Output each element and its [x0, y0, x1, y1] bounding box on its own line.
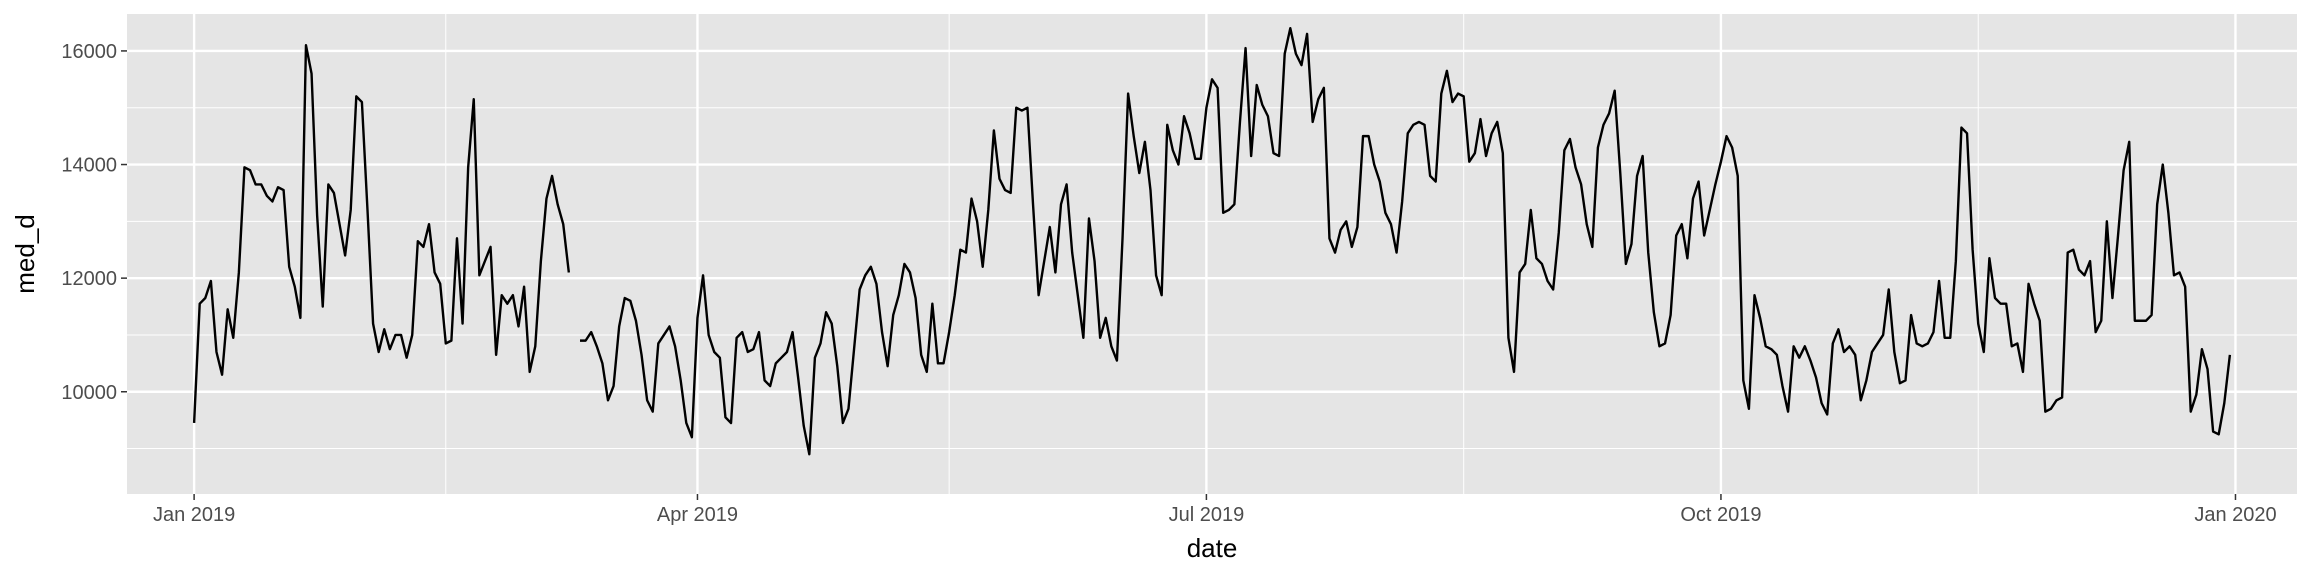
minor-gridlines [127, 14, 2297, 494]
x-axis: Jan 2019 Apr 2019 Jul 2019 Oct 2019 Jan 2020 [153, 494, 2277, 526]
x-tick-label: Jan 2019 [153, 504, 235, 526]
plot-panel [127, 14, 2297, 494]
series-line-segment [580, 27, 2232, 456]
x-axis-title: date [1187, 533, 1238, 563]
y-tick-label: 16000 [61, 41, 117, 63]
series-lines [192, 27, 2232, 456]
x-tick-label: Oct 2019 [1680, 504, 1761, 526]
y-tick-label: 12000 [61, 268, 117, 290]
x-tick-label: Jan 2020 [2194, 504, 2276, 526]
y-tick-label: 14000 [61, 155, 117, 177]
y-axis-title: med_d [10, 214, 40, 294]
x-tick-label: Jul 2019 [1169, 504, 1245, 526]
series-line-segment [192, 44, 571, 424]
y-axis: 10000 12000 14000 16000 [61, 41, 127, 404]
y-tick-label: 10000 [61, 382, 117, 404]
x-tick-label: Apr 2019 [657, 504, 738, 526]
